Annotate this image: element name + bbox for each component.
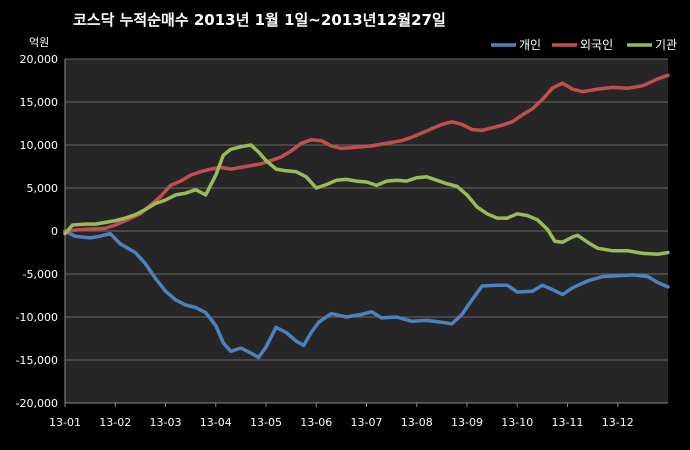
chart-title: 코스닥 누적순매수 2013년 1월 1일~2013년12월27일 (73, 11, 446, 29)
y-tick-label: 15,000 (20, 96, 59, 109)
series-line-2 (63, 143, 670, 256)
series-lines (63, 73, 670, 360)
legend-label-2: 기관 (655, 38, 677, 52)
x-tick-label: 13-09 (451, 416, 483, 429)
x-tick-label: 13-01 (49, 416, 81, 429)
x-tick-label: 13-12 (602, 416, 634, 429)
x-axis-ticks: 13-01 13-02 13-03 13-04 13-05 13-06 13-07 13-08… (49, 403, 634, 429)
x-tick-label: 13-05 (250, 416, 282, 429)
legend: 개인 외국인 기관 (491, 38, 677, 52)
y-tick-label: -15,000 (16, 354, 58, 367)
y-tick-label: -5,000 (23, 268, 58, 281)
x-tick-label: 13-02 (99, 416, 131, 429)
y-tick-label: 10,000 (20, 139, 59, 152)
y-tick-label: 5,000 (27, 182, 59, 195)
legend-label-1: 외국인 (580, 38, 613, 52)
series-line-0 (63, 229, 670, 360)
y-axis-label: 억원 (29, 36, 49, 49)
x-tick-label: 13-04 (200, 416, 232, 429)
legend-label-0: 개인 (519, 38, 541, 52)
x-tick-label: 13-07 (351, 416, 383, 429)
x-tick-label: 13-06 (300, 416, 332, 429)
x-tick-label: 13-11 (552, 416, 584, 429)
y-tick-label: 20,000 (20, 53, 59, 66)
y-tick-label: 0 (51, 225, 58, 238)
y-axis-ticks: 20,000 15,000 10,000 5,000 0 -5,000 -10,000 -15… (16, 53, 58, 410)
series-line-1 (63, 73, 670, 233)
x-tick-label: 13-10 (501, 416, 533, 429)
y-tick-label: -10,000 (16, 311, 58, 324)
y-tick-label: -20,000 (16, 397, 58, 410)
x-tick-label: 13-08 (401, 416, 433, 429)
x-tick-label: 13-03 (150, 416, 182, 429)
